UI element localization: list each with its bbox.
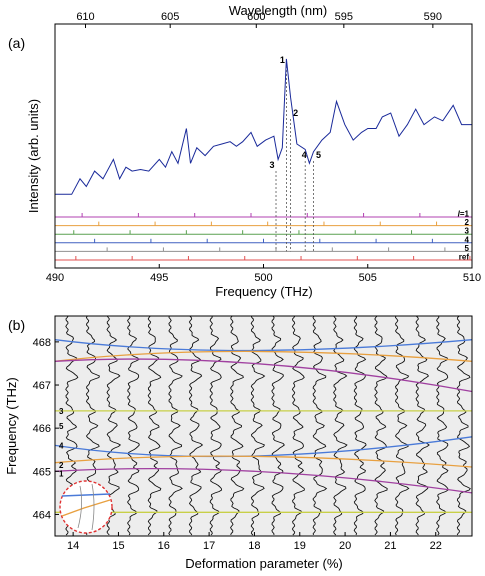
spectrum-trace	[147, 315, 162, 536]
spectrum-trace	[230, 315, 245, 536]
a-top-tick-label: 605	[161, 11, 179, 23]
spectrum-trace	[456, 315, 471, 536]
mode-row-label: 4	[465, 235, 470, 244]
panel-a-frame	[54, 23, 473, 269]
panel-b-xlabel: Deformation parameter (%)	[185, 556, 343, 571]
b-y-tick-label: 468	[33, 337, 51, 349]
spectrum-trace	[250, 315, 266, 536]
mode-row-label: l=1	[458, 210, 470, 219]
b-x-tick-label: 22	[430, 540, 442, 552]
a-top-tick-label: 590	[424, 11, 442, 23]
spectrum-trace	[394, 315, 410, 536]
panel-a-x-ticks: 490 495 500 505 510	[46, 264, 481, 284]
spectrum-line	[55, 58, 472, 195]
b-x-tick-label: 15	[112, 540, 124, 552]
spectrum-trace	[353, 315, 367, 536]
peak-label: 4	[302, 150, 307, 160]
branch-label: 3	[59, 407, 64, 416]
panel-b-ylabel: Frequency (THz)	[4, 377, 19, 475]
spectrum-trace	[374, 315, 388, 536]
a-x-tick-label: 500	[254, 272, 272, 284]
b-y-tick-label: 467	[33, 380, 51, 392]
mode-row-label: ref	[459, 253, 470, 262]
b-x-tick-label: 16	[158, 540, 170, 552]
peak-markers: 1 2 3 4 5	[270, 55, 321, 252]
panel-b-x-ticks: 14 15 16 17 18 19 20 21 22	[67, 532, 442, 552]
a-x-tick-label: 505	[359, 272, 377, 284]
inset-zoom	[59, 480, 113, 534]
spectrum-trace	[209, 315, 223, 536]
spectrum-trace	[436, 315, 449, 536]
a-x-tick-label: 495	[150, 272, 168, 284]
branch-label: 2	[59, 461, 64, 470]
spectrum-trace	[415, 315, 430, 536]
peak-label: 3	[270, 160, 275, 170]
branch-label: 4	[59, 441, 64, 450]
panel-a-xlabel: Frequency (THz)	[215, 284, 313, 299]
panel-b-frame	[54, 315, 473, 537]
b-x-tick-label: 20	[339, 540, 351, 552]
top-axis-ticks: 610 605 600 595 590	[76, 11, 442, 28]
branch-labels: 3 5 4 21	[59, 407, 64, 479]
a-top-tick-label: 610	[76, 11, 94, 23]
branch-line	[54, 455, 473, 468]
branch-line	[54, 339, 473, 352]
b-x-tick-label: 18	[248, 540, 260, 552]
panel-a-label: (a)	[8, 35, 25, 51]
branch-line	[54, 467, 473, 494]
spectrum-trace	[127, 315, 140, 536]
b-y-tick-label: 465	[33, 466, 51, 478]
b-x-tick-label: 17	[203, 540, 215, 552]
branch-label: 1	[59, 469, 64, 478]
panel-b-label: (b)	[8, 317, 25, 333]
a-x-tick-label: 490	[46, 272, 64, 284]
a-top-tick-label: 600	[247, 11, 265, 23]
peak-label: 5	[316, 150, 321, 160]
panel-a-ylabel: Intensity (arb. units)	[26, 99, 41, 213]
spectrum-trace	[271, 315, 285, 536]
mode-row-label: 3	[465, 227, 470, 236]
panel-b-background	[55, 316, 472, 536]
b-x-tick-label: 21	[384, 540, 396, 552]
top-axis-label: Wavelength (nm)	[229, 3, 328, 18]
b-y-tick-label: 466	[33, 423, 51, 435]
a-x-tick-label: 510	[463, 272, 481, 284]
mode-branches	[54, 339, 473, 513]
panel-b-y-ticks: 464 465 466 467 468	[33, 337, 59, 521]
b-x-tick-label: 14	[67, 540, 79, 552]
mode-row-label: 2	[465, 218, 470, 227]
peak-label: 1	[280, 55, 285, 65]
peak-label: 2	[293, 108, 298, 118]
branch-label: 5	[59, 422, 64, 431]
mode-row-label: 5	[465, 244, 470, 253]
b-y-tick-label: 464	[33, 509, 51, 521]
a-top-tick-label: 595	[335, 11, 353, 23]
branch-line	[54, 350, 473, 362]
branch-line	[54, 358, 473, 393]
b-x-tick-label: 19	[294, 540, 306, 552]
